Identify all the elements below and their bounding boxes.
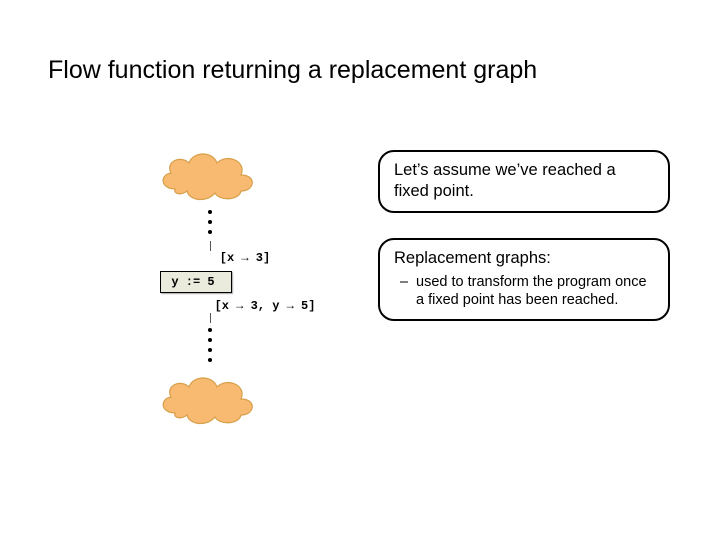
pre-state-label: [x → 3] — [220, 251, 270, 265]
cloud-top — [155, 145, 265, 205]
edge-in — [210, 241, 211, 251]
callout-replacement-detail: used to transform the program once a fix… — [394, 273, 654, 309]
dots-top — [205, 207, 215, 237]
callout-fixed-point-text: Let’s assume we’ve reached a fixed point… — [394, 161, 616, 200]
post-state-label: [x → 3, y → 5] — [215, 299, 316, 313]
cloud-shape-top — [163, 154, 252, 200]
cloud-bottom — [155, 369, 265, 429]
edge-out — [210, 313, 211, 323]
callout-replacement: Replacement graphs: used to transform th… — [378, 238, 670, 321]
statement-box: y := 5 — [160, 271, 231, 293]
dots-bottom — [205, 325, 215, 365]
slide-title: Flow function returning a replacement gr… — [48, 55, 537, 85]
callout-replacement-heading: Replacement graphs: — [394, 248, 654, 269]
cloud-shape-bottom — [163, 378, 252, 424]
flow-diagram: [x → 3] y := 5 [x → 3, y → 5] — [80, 145, 340, 429]
callout-fixed-point: Let’s assume we’ve reached a fixed point… — [378, 150, 670, 213]
